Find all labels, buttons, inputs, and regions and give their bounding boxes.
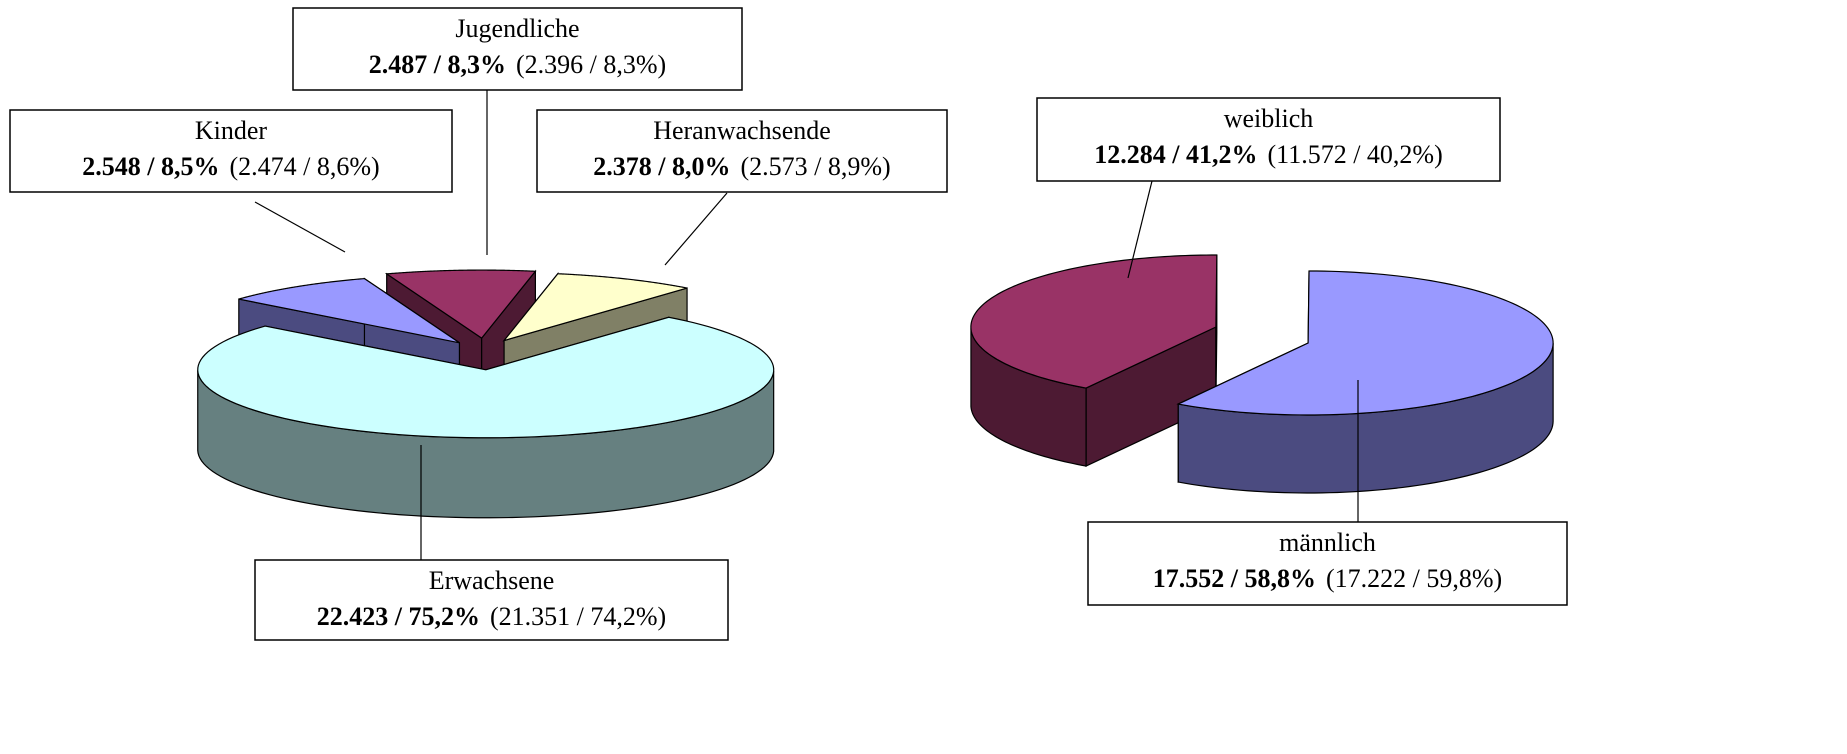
slice-previous: (11.572 / 40,2%) [1268,140,1443,169]
slice-label: Erwachsene [429,566,555,595]
slice-value-label: 17.552 / 58,8% (17.222 / 59,8%) [1153,564,1502,593]
pie-slice [197,316,775,519]
leader-line [664,192,728,266]
slice-label: weiblich [1224,104,1314,133]
slice-top [238,277,460,344]
slice-previous: (21.351 / 74,2%) [490,602,666,631]
slice-value: 22.423 / 75,2% [317,602,480,631]
slice-value-label: 2.487 / 8,3% (2.396 / 8,3%) [369,50,666,79]
leader-line [254,201,346,253]
slice-value-label: 22.423 / 75,2% (21.351 / 74,2%) [317,602,666,631]
slice-value: 2.378 / 8,0% [593,152,730,181]
slice-value: 17.552 / 58,8% [1153,564,1316,593]
slice-label: Jugendliche [455,14,579,43]
slice-label: männlich [1279,528,1376,557]
slice-previous: (17.222 / 59,8%) [1326,564,1502,593]
label-box [292,7,743,91]
pie-slice [1176,270,1554,494]
slice-previous: (2.474 / 8,6%) [230,152,380,181]
slice-previous: (2.396 / 8,3%) [516,50,666,79]
slice-label: Kinder [195,116,268,145]
slice-top [970,254,1218,389]
slice-top [384,269,537,339]
slice-value-label: 12.284 / 41,2% (11.572 / 40,2%) [1094,140,1442,169]
label-box [1036,97,1501,182]
label-box [1087,521,1568,606]
slice-value: 2.548 / 8,5% [82,152,219,181]
leader-line [1127,180,1153,279]
slice-top [502,273,688,342]
slice-previous: (2.573 / 8,9%) [741,152,891,181]
label-box [254,559,729,641]
pie-slice [970,254,1218,468]
slice-label: Heranwachsende [653,116,831,145]
slice-value: 2.487 / 8,3% [369,50,506,79]
slice-value-label: 2.548 / 8,5% (2.474 / 8,6%) [82,152,379,181]
label-box [9,109,453,193]
slice-top [1176,270,1554,416]
slice-value-label: 2.378 / 8,0% (2.573 / 8,9%) [593,152,890,181]
slice-top [197,316,775,439]
slice-value: 12.284 / 41,2% [1094,140,1257,169]
label-box [536,109,948,193]
